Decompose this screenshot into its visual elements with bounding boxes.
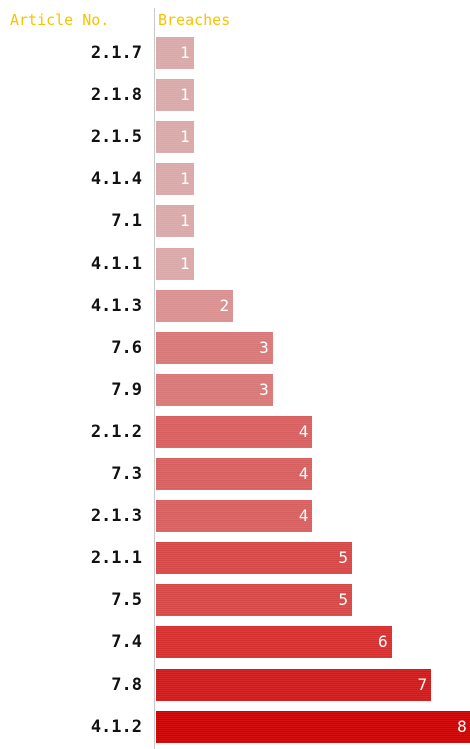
bar — [156, 458, 313, 490]
category-label: 7.8 — [111, 674, 142, 695]
bar — [156, 331, 273, 364]
bar-value-label: 4 — [298, 464, 309, 483]
bar-value-label: 2 — [219, 295, 230, 315]
category-label: 7.3 — [111, 464, 142, 484]
bar-value-label: 1 — [179, 43, 190, 62]
category-label: 4.1.4 — [90, 169, 142, 190]
bar — [156, 710, 470, 743]
bar-value-label: 6 — [377, 632, 388, 652]
bar-value-label: 7 — [417, 674, 428, 694]
category-label: 2.1.7 — [90, 43, 142, 63]
bar — [156, 289, 234, 322]
category-label: 2.1.5 — [90, 127, 142, 148]
bar — [156, 37, 194, 69]
category-label: 2.1.1 — [90, 548, 142, 569]
bar — [156, 205, 194, 238]
bar-value-label: 1 — [179, 211, 190, 231]
category-label: 4.1.1 — [90, 253, 142, 274]
bar — [156, 415, 313, 448]
bar — [156, 373, 273, 406]
chart-axis-line — [154, 8, 155, 749]
category-label: 7.6 — [111, 337, 142, 358]
bar-value-label: 4 — [298, 506, 309, 526]
category-label: 7.4 — [111, 632, 142, 653]
bar — [156, 79, 194, 112]
bar-value-label: 3 — [259, 337, 269, 357]
breaches-header: Breaches — [158, 11, 231, 29]
bar — [156, 500, 313, 533]
bar-value-label: 3 — [259, 379, 269, 399]
category-label: 2.1.8 — [90, 85, 142, 106]
bar — [156, 247, 194, 280]
category-label: 7.1 — [111, 211, 142, 232]
bar-value-label: 1 — [179, 253, 190, 273]
category-label: 7.9 — [111, 379, 142, 400]
bar-value-label: 5 — [338, 548, 348, 568]
bar-value-label: 8 — [457, 716, 467, 736]
bar — [156, 542, 352, 575]
bar-value-label: 1 — [179, 169, 190, 189]
bar — [156, 121, 194, 154]
bar-value-label: 1 — [179, 85, 190, 105]
article-number-header: Article No. — [10, 11, 110, 29]
category-label: 2.1.2 — [90, 421, 142, 442]
category-label: 7.5 — [111, 590, 142, 611]
category-label: 2.1.3 — [90, 506, 142, 527]
category-label: 4.1.2 — [90, 716, 142, 737]
bar-value-label: 4 — [298, 421, 309, 441]
bar — [156, 163, 194, 196]
bar-value-label: 5 — [338, 590, 348, 610]
category-label: 4.1.3 — [90, 295, 142, 316]
bar — [156, 584, 352, 617]
bar — [156, 668, 432, 701]
bar-value-label: 1 — [179, 127, 190, 147]
bar — [156, 626, 392, 659]
